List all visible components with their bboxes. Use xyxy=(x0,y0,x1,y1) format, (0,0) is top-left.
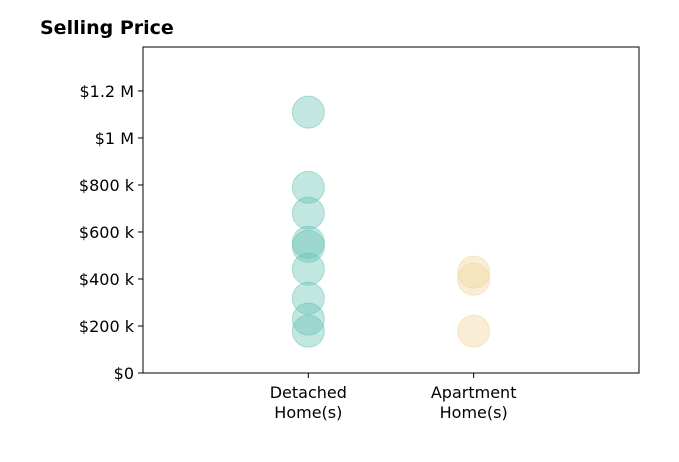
point xyxy=(291,196,325,230)
x-tick-label: Apartment Home(s) xyxy=(431,383,517,422)
point xyxy=(291,302,325,336)
point xyxy=(291,314,325,348)
y-tick-label: $1 M xyxy=(95,129,134,148)
y-tick-label: $1.2 M xyxy=(79,82,134,101)
point xyxy=(291,95,325,129)
point xyxy=(291,281,325,315)
y-tick-label: $200 k xyxy=(79,317,135,336)
point xyxy=(457,255,491,289)
point xyxy=(457,314,491,348)
point xyxy=(291,229,325,263)
y-tick-label: $800 k xyxy=(79,176,135,195)
y-tick-label: $400 k xyxy=(79,270,135,289)
chart-title: Selling Price xyxy=(40,17,174,39)
plot-frame xyxy=(142,46,640,374)
y-tick-label: $600 k xyxy=(79,223,135,242)
y-tick-label: $0 xyxy=(114,364,134,383)
point xyxy=(457,262,491,296)
point xyxy=(291,170,325,204)
point xyxy=(291,252,325,286)
x-tick-label: Detached Home(s) xyxy=(270,383,347,422)
